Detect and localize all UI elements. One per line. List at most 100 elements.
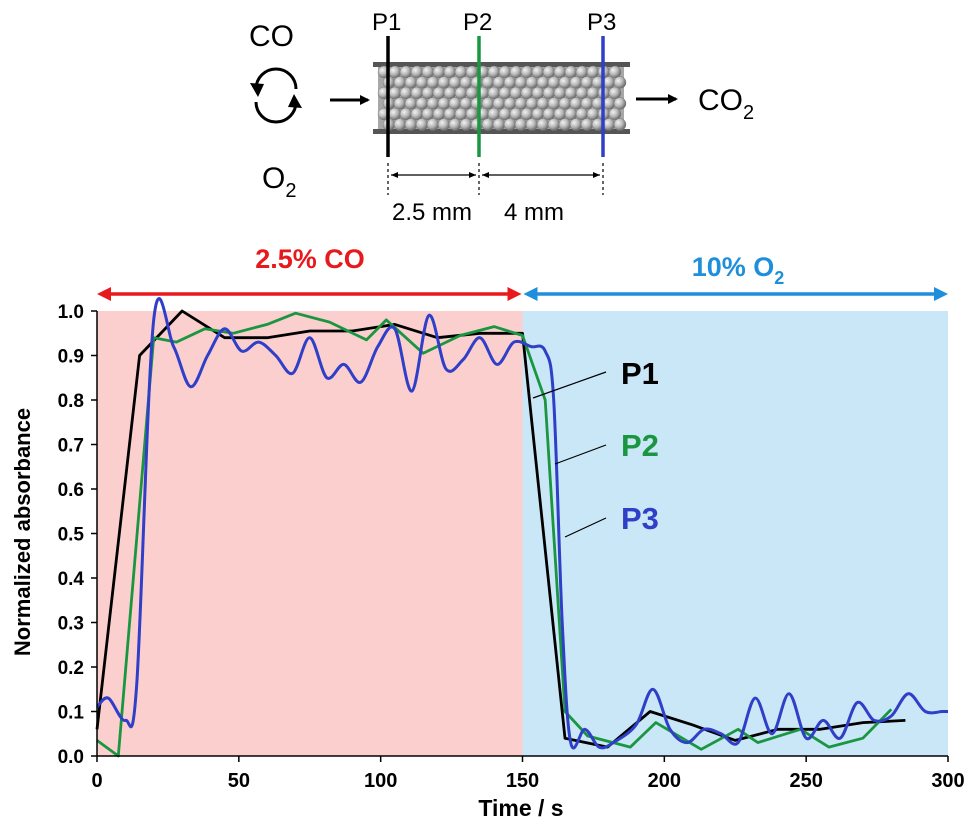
catalyst-particle <box>564 107 578 121</box>
catalyst-particle <box>437 76 451 89</box>
catalyst-particle <box>514 118 528 131</box>
chart: 0 50 100 150 200 250 300 0.0 0.1 0.2 0.3 0.4 0.5 0.6… <box>10 297 965 821</box>
co-label: CO <box>249 20 294 53</box>
catalyst-particle <box>421 65 435 79</box>
catalyst-particle <box>454 86 468 100</box>
catalyst-particle <box>421 86 435 100</box>
catalyst-particle <box>454 65 468 79</box>
catalyst-particle <box>426 76 440 89</box>
catalyst-particle <box>525 118 539 131</box>
catalyst-particle <box>542 86 556 100</box>
catalyst-particle <box>443 107 457 121</box>
y-ticks: 0.0 0.1 0.2 0.3 0.4 0.5 0.6 0.7 0.8 0.9 1.0 <box>58 302 97 768</box>
catalyst-particle <box>547 76 561 89</box>
catalyst-particles <box>377 65 627 131</box>
catalyst-particle <box>410 86 424 100</box>
p1-leader <box>532 371 607 399</box>
catalyst-particle <box>393 76 407 89</box>
catalyst-particle <box>432 107 446 121</box>
catalyst-particle <box>498 107 512 121</box>
y-tick-label: 0.6 <box>58 480 84 501</box>
catalyst-particle <box>415 118 429 131</box>
series-p3-line <box>95 297 948 750</box>
series-p2-line <box>96 311 893 758</box>
catalyst-particle <box>443 65 457 79</box>
y-tick-label: 0.5 <box>58 525 85 546</box>
catalyst-particle <box>547 118 561 131</box>
y-tick-label: 0.2 <box>58 658 84 679</box>
p3-leader <box>564 517 607 538</box>
catalyst-particle <box>520 65 534 79</box>
catalyst-particle <box>553 65 567 79</box>
region-banner: 2.5% CO 10% O2 <box>97 244 948 301</box>
catalyst-particle <box>487 65 501 79</box>
catalyst-particle <box>443 86 457 100</box>
catalyst-particle <box>580 118 594 131</box>
catalyst-particle <box>536 76 550 89</box>
catalyst-particle <box>613 118 627 131</box>
catalyst-particle <box>503 97 517 110</box>
catalyst-particle <box>465 107 479 121</box>
catalyst-particle <box>602 97 616 110</box>
catalyst-particle <box>509 107 523 121</box>
catalyst-particle <box>520 86 534 100</box>
catalyst-particle <box>426 118 440 131</box>
catalyst-particle <box>426 97 440 110</box>
catalyst-particle <box>558 97 572 110</box>
dimension-lines <box>387 163 604 195</box>
catalyst-particle <box>520 107 534 121</box>
catalyst-particle <box>465 65 479 79</box>
co-region-label: 2.5% CO <box>255 244 365 274</box>
catalyst-particle <box>613 97 627 110</box>
x-tick-label: 150 <box>506 770 539 792</box>
co-region-background <box>97 311 523 756</box>
catalyst-particle <box>569 118 583 131</box>
co2-label: CO2 <box>698 84 754 124</box>
catalyst-particle <box>388 65 402 79</box>
co-region-arrowhead-left <box>97 287 111 301</box>
reactor-schematic: CO O2 P1 P2 P3 CO2 <box>249 9 754 226</box>
catalyst-particle <box>481 97 495 110</box>
catalyst-particle <box>542 65 556 79</box>
o2-region-label: 10% O2 <box>692 252 785 288</box>
catalyst-particle <box>575 107 589 121</box>
series-group <box>95 297 948 758</box>
catalyst-particle <box>404 76 418 89</box>
probe-p3-label: P3 <box>587 9 616 36</box>
y-tick-label: 1.0 <box>58 302 84 323</box>
o2-label: O2 <box>262 162 296 202</box>
catalyst-particle <box>448 97 462 110</box>
catalyst-particle <box>399 86 413 100</box>
catalyst-particle <box>498 65 512 79</box>
catalyst-particle <box>536 118 550 131</box>
catalyst-particle <box>399 65 413 79</box>
probe-p1-label: P1 <box>372 9 401 36</box>
catalyst-particle <box>580 76 594 89</box>
catalyst-particle <box>509 86 523 100</box>
catalyst-particle <box>393 97 407 110</box>
o2-region-background <box>522 311 948 756</box>
y-tick-label: 0.0 <box>58 747 84 768</box>
catalyst-particle <box>393 118 407 131</box>
catalyst-particle <box>410 107 424 121</box>
distance-label-1: 2.5 mm <box>392 199 472 226</box>
x-ticks: 0 50 100 150 200 250 300 <box>91 756 965 792</box>
catalyst-particle <box>481 76 495 89</box>
catalyst-particle <box>602 76 616 89</box>
catalyst-particle <box>388 86 402 100</box>
catalyst-particle <box>509 65 523 79</box>
catalyst-particle <box>608 65 622 79</box>
tube-bottom-wall <box>373 129 630 134</box>
catalyst-particle <box>586 65 600 79</box>
catalyst-particle <box>569 97 583 110</box>
catalyst-particle <box>410 65 424 79</box>
catalyst-particle <box>432 86 446 100</box>
catalyst-particle <box>608 107 622 121</box>
catalyst-particle <box>531 86 545 100</box>
x-tick-label: 0 <box>91 770 102 792</box>
x-tick-label: 250 <box>789 770 822 792</box>
catalyst-particle <box>448 118 462 131</box>
y-tick-label: 0.3 <box>58 614 84 635</box>
catalyst-particle <box>575 86 589 100</box>
